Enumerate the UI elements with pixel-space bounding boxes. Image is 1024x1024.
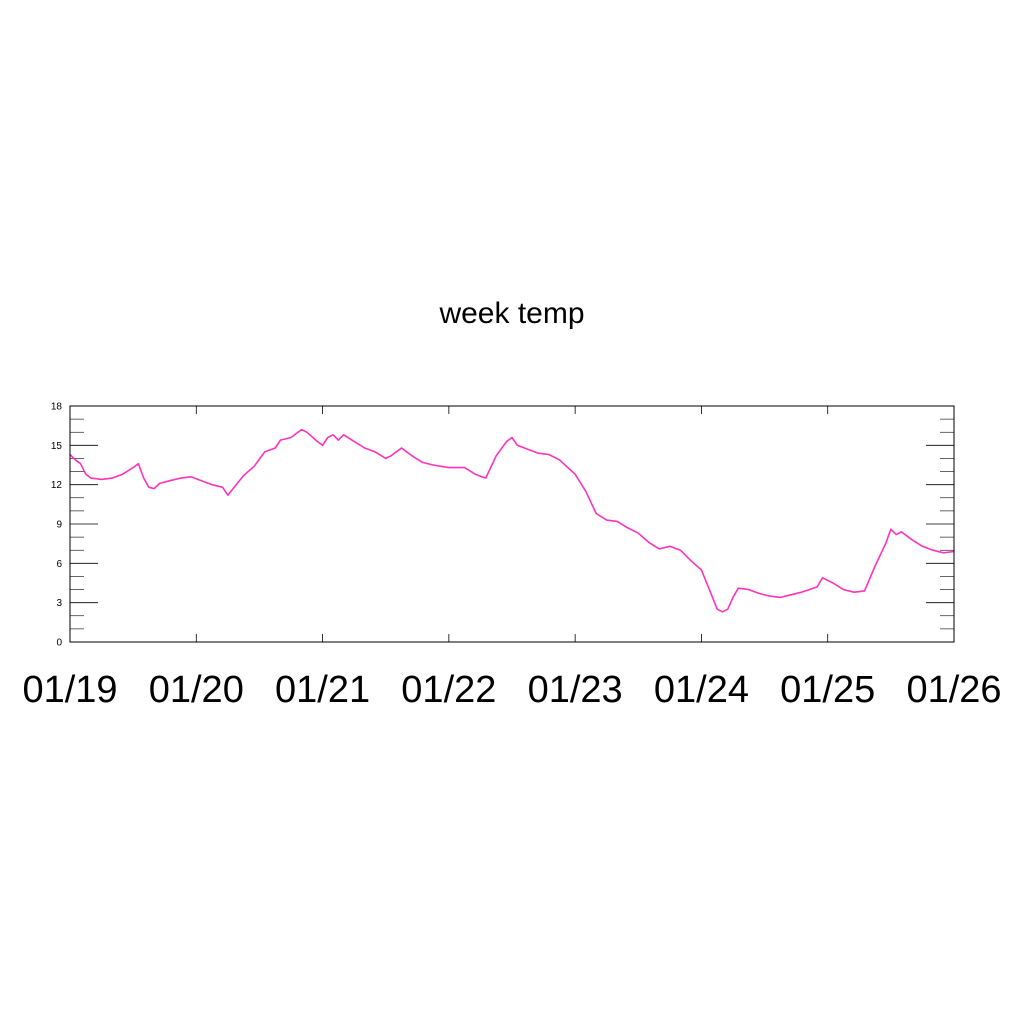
y-tick-label: 12	[51, 480, 63, 491]
minor-ticks	[70, 418, 954, 630]
x-tick-label: 01/19	[22, 669, 117, 711]
y-tick-label: 6	[56, 559, 62, 570]
x-tick-label: 01/20	[149, 669, 244, 711]
x-tick-label: 01/25	[780, 669, 875, 711]
x-axis: 01/19 01/20 01/21 01/22 01/23 01/24 01/25 01/26	[22, 406, 1002, 711]
y-tick-label: 9	[56, 520, 62, 531]
plot-frame	[69, 405, 955, 643]
series-line	[69, 428, 955, 613]
x-tick-label: 01/23	[528, 669, 623, 711]
y-tick-label: 3	[56, 598, 62, 609]
y-tick-label: 15	[51, 441, 63, 452]
y-tick-label: 0	[56, 638, 62, 649]
x-tick-label: 01/21	[275, 669, 370, 711]
x-tick-label: 01/24	[654, 669, 749, 711]
x-tick-label: 01/22	[401, 669, 496, 711]
y-tick-label: 18	[51, 402, 63, 413]
chart-title: week temp	[438, 297, 584, 330]
x-tick-label: 01/26	[906, 669, 1001, 711]
